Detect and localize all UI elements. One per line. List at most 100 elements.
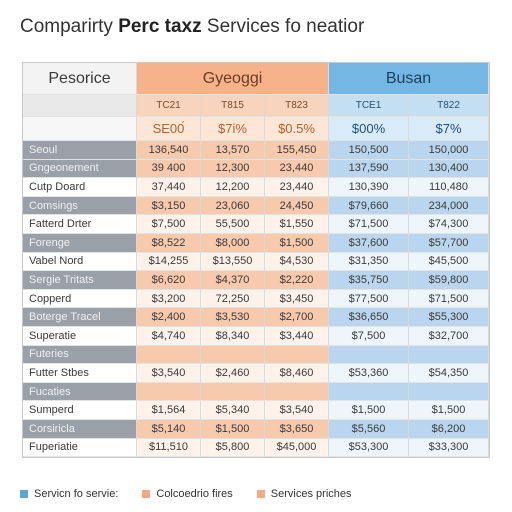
row-label: Futter Stbes [23, 364, 137, 383]
legend-label: Servicn fo servie: [34, 488, 119, 500]
table-cell: $77,500 [329, 289, 409, 309]
title-bold: Perc taxz [118, 16, 202, 37]
table-row: Fucaties [23, 382, 489, 402]
table-cell [265, 345, 329, 365]
legend-label: Services priches [270, 488, 352, 500]
table-cell: $2,460 [201, 364, 265, 383]
table-cell: 12,200 [201, 178, 265, 197]
page-title: Comparirty Perc taxz Services fo neatior [20, 16, 364, 38]
table-cell: $74,300 [409, 215, 489, 234]
row-label: Comsings [23, 196, 137, 216]
table-cell: $3,540 [137, 364, 201, 383]
table-cell: $53,300 [329, 438, 409, 458]
table-cell [329, 382, 409, 402]
rate-cell: $7i% [201, 117, 265, 141]
table-cell: $3,540 [265, 401, 329, 420]
subheader-cell: T823 [265, 95, 329, 117]
table-cell: 150,500 [329, 141, 409, 160]
table-row: Sumperd $1,564 $5,340 $3,540 $1,500 $1,500 [23, 401, 489, 420]
group-header-busan: Busan [329, 63, 489, 95]
table-cell: 150,000 [409, 141, 489, 160]
table-cell: $4,740 [137, 326, 201, 346]
table-cell: $79,660 [329, 196, 409, 216]
table-row: Fatterd Drter $7,500 55,500 $1,550 $71,500 $7… [23, 215, 489, 234]
row-label: Corsiricla [23, 419, 137, 439]
table-cell: $13,550 [201, 252, 265, 272]
row-label: Sumperd [23, 401, 137, 420]
table-cell: $7,500 [137, 215, 201, 234]
table-row: Gngeonement 39 400 12,300 23,440 137,590 130,… [23, 159, 489, 179]
table-cell: $3,200 [137, 289, 201, 309]
table-cell: 24,450 [265, 196, 329, 216]
table-cell: $4,370 [201, 271, 265, 290]
table-cell: 130,390 [329, 178, 409, 197]
row-label: Fuperiatie [23, 438, 137, 458]
table-cell [409, 345, 489, 365]
table-cell: $1,550 [265, 215, 329, 234]
row-label: Superatie [23, 326, 137, 346]
table-cell: 37,440 [137, 178, 201, 197]
table-cell: 13,570 [201, 141, 265, 160]
subheader-blank [23, 95, 137, 117]
table-cell: $36,650 [329, 308, 409, 327]
table-cell: $3,450 [265, 289, 329, 309]
rate-cell: $7% [409, 117, 489, 141]
table-row: Vabel Nord $14,255 $13,550 $4,530 $31,350 $45… [23, 252, 489, 272]
table-cell: $3,530 [201, 308, 265, 327]
table-body: Seoul 136,540 13,570 155,450 150,500 150,000 G… [23, 141, 489, 458]
comparison-table: Pesorice Gyeoggi Busan TC21 T815 T823 TC… [22, 62, 490, 459]
table-cell [265, 382, 329, 402]
rate-cell: $00% [329, 117, 409, 141]
table-cell: $1,500 [201, 419, 265, 439]
table-cell: 12,300 [201, 159, 265, 179]
subheader-cell: T822 [409, 95, 489, 117]
legend-swatch [142, 490, 151, 498]
title-prefix: Comparirty [20, 16, 119, 37]
table-cell: $8,000 [201, 233, 265, 253]
table-cell [409, 382, 489, 402]
table-row: Sergie Tritats $6,620 $4,370 $2,220 $35,750 $… [23, 271, 489, 290]
table-cell: 55,500 [201, 215, 265, 234]
table-cell: $8,522 [137, 233, 201, 253]
table-cell: $5,800 [201, 438, 265, 458]
table-cell: $14,255 [137, 252, 201, 272]
table-cell: $45,500 [409, 252, 489, 272]
subheader-cell: TC21 [137, 95, 201, 117]
table-cell: $57,700 [409, 233, 489, 253]
header-label: Pesorice [23, 63, 137, 95]
table-cell: $31,350 [329, 252, 409, 272]
table-cell: 110,480 [409, 178, 489, 197]
table-cell: 23,440 [265, 178, 329, 197]
table-cell [201, 382, 265, 402]
row-label: Sergie Tritats [23, 271, 137, 290]
table-row: Seoul 136,540 13,570 155,450 150,500 150,000 [23, 141, 489, 160]
legend-item: Colcoedrio fires [142, 488, 233, 500]
row-label: Fucaties [23, 382, 137, 402]
table-row: Corsiricla $5,140 $1,500 $3,650 $5,560 $6,200 [23, 419, 489, 439]
rate-blank [23, 117, 137, 141]
table-cell: 130,400 [409, 159, 489, 179]
subheader-cell: T815 [201, 95, 265, 117]
table-cell: $59,800 [409, 271, 489, 290]
table-cell [329, 345, 409, 365]
table-cell: $3,440 [265, 326, 329, 346]
table-cell: 23,440 [265, 159, 329, 179]
row-label: Copperd [23, 289, 137, 309]
table-cell: $1,500 [329, 401, 409, 420]
table-cell: 234,000 [409, 196, 489, 216]
table-cell: $35,750 [329, 271, 409, 290]
title-suffix: Services fo neatior [201, 16, 365, 37]
table-row: Copperd $3,200 72,250 $3,450 $77,500 $71,500 [23, 289, 489, 309]
table-cell: $71,500 [329, 215, 409, 234]
table-cell: $1,500 [265, 233, 329, 253]
table-cell: $11,510 [137, 438, 201, 458]
table-cell: $53,360 [329, 364, 409, 383]
table-cell: $2,220 [265, 271, 329, 290]
table-cell: $3,150 [137, 196, 201, 216]
subheader-cell: TCE1 [329, 95, 409, 117]
table-cell: 23,060 [201, 196, 265, 216]
table-cell: $4,530 [265, 252, 329, 272]
table-cell: $45,000 [265, 438, 329, 458]
table-cell: $1,500 [409, 401, 489, 420]
table-cell: 72,250 [201, 289, 265, 309]
